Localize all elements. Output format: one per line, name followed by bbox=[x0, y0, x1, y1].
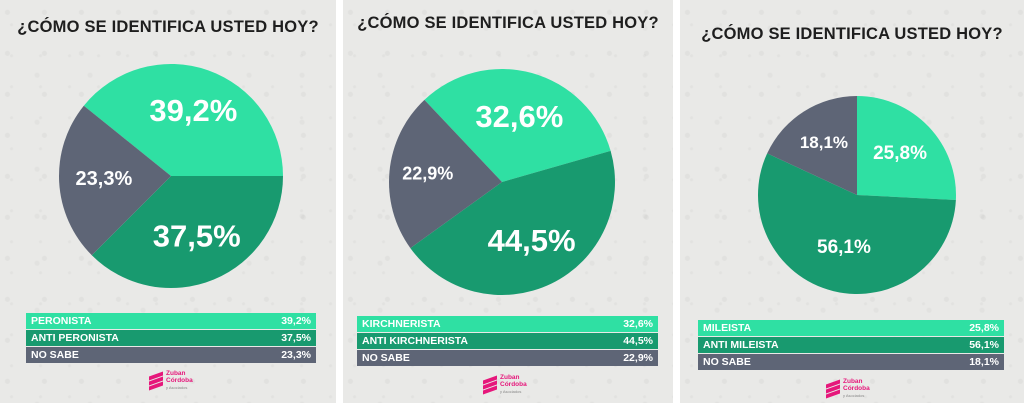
legend-value: 37,5% bbox=[281, 332, 311, 344]
pie-data-label: 37,5% bbox=[153, 218, 241, 253]
legend-label: KIRCHNERISTA bbox=[362, 318, 441, 330]
logo-icon bbox=[149, 370, 163, 391]
legend-row: ANTI PERONISTA 37,5% bbox=[26, 330, 316, 346]
pie-data-label: 56,1% bbox=[817, 237, 871, 258]
pie-slice-anti-mileista bbox=[758, 153, 956, 295]
legend-value: 39,2% bbox=[281, 315, 311, 327]
legend-label: ANTI MILEISTA bbox=[703, 339, 779, 351]
legend-value: 23,3% bbox=[281, 349, 311, 361]
pie-slice-peronista bbox=[83, 64, 283, 176]
legend-row: ANTI MILEISTA 56,1% bbox=[698, 337, 1004, 353]
pie-data-label: 44,5% bbox=[488, 223, 576, 258]
pie-data-label: 18,1% bbox=[800, 133, 848, 152]
pie-slice-anti-kirchnerista bbox=[410, 150, 615, 295]
pie-slice-mileista bbox=[857, 96, 956, 200]
legend-label: NO SABE bbox=[362, 352, 410, 364]
legend-label: PERONISTA bbox=[31, 315, 92, 327]
legend-value: 25,8% bbox=[969, 322, 999, 334]
legend-row: NO SABE 23,3% bbox=[26, 347, 316, 363]
chart-title: ¿CÓMO SE IDENTIFICA USTED HOY? bbox=[701, 25, 1003, 43]
legend-label: MILEISTA bbox=[703, 322, 752, 334]
pie-chart: 39,2% 37,5% 23,3% bbox=[58, 64, 283, 288]
pie-slice-no-sabe bbox=[58, 105, 171, 256]
chart-panel-mileismo: ¿CÓMO SE IDENTIFICA USTED HOY? 25,8% 56,1… bbox=[680, 0, 1024, 403]
legend-row: NO SABE 22,9% bbox=[357, 350, 658, 366]
pie-data-label: 23,3% bbox=[76, 168, 133, 190]
legend-value: 18,1% bbox=[969, 356, 999, 368]
pie-data-label: 32,6% bbox=[475, 99, 563, 134]
pie-chart: 25,8% 56,1% 18,1% bbox=[758, 96, 956, 295]
chart-title: ¿CÓMO SE IDENTIFICA USTED HOY? bbox=[357, 14, 659, 32]
logo-text: Zuban Córdoba y Asociados bbox=[500, 374, 527, 394]
legend-value: 56,1% bbox=[969, 339, 999, 351]
legend: MILEISTA 25,8% ANTI MILEISTA 56,1% NO SA… bbox=[698, 320, 1004, 371]
pie-slice-no-sabe bbox=[767, 96, 857, 195]
legend-row: ANTI KIRCHNERISTA 44,5% bbox=[357, 333, 658, 349]
logo-icon bbox=[483, 374, 497, 395]
pie-slice-anti-peronista bbox=[91, 176, 283, 288]
chart-panel-peronismo: ¿CÓMO SE IDENTIFICA USTED HOY? 39,2% 37,5… bbox=[0, 0, 336, 403]
pie-chart: 32,6% 44,5% 22,9% bbox=[389, 68, 615, 295]
chart-title: ¿CÓMO SE IDENTIFICA USTED HOY? bbox=[17, 18, 319, 36]
zuban-cordoba-logo: Zuban Córdoba y Asociados bbox=[149, 370, 193, 391]
legend: KIRCHNERISTA 32,6% ANTI KIRCHNERISTA 44,… bbox=[357, 316, 658, 367]
legend-value: 22,9% bbox=[623, 352, 653, 364]
pie-data-label: 22,9% bbox=[402, 164, 453, 184]
logo-text: Zuban Córdoba y Asociados bbox=[166, 370, 193, 390]
legend-value: 32,6% bbox=[623, 318, 653, 330]
legend-label: NO SABE bbox=[31, 349, 79, 361]
pie-data-label: 25,8% bbox=[873, 143, 927, 164]
legend-value: 44,5% bbox=[623, 335, 653, 347]
pie-data-label: 39,2% bbox=[149, 93, 237, 128]
chart-panel-kirchnerismo: ¿CÓMO SE IDENTIFICA USTED HOY? 32,6% 44,5… bbox=[343, 0, 673, 403]
legend-label: NO SABE bbox=[703, 356, 751, 368]
legend-label: ANTI KIRCHNERISTA bbox=[362, 335, 468, 347]
logo-text: Zuban Córdoba y Asociados bbox=[843, 378, 870, 398]
legend-row: KIRCHNERISTA 32,6% bbox=[357, 316, 658, 332]
pie-slice-kirchnerista bbox=[424, 68, 611, 182]
zuban-cordoba-logo: Zuban Córdoba y Asociados bbox=[483, 374, 527, 395]
legend-row: MILEISTA 25,8% bbox=[698, 320, 1004, 336]
legend: PERONISTA 39,2% ANTI PERONISTA 37,5% NO … bbox=[26, 313, 316, 364]
pie-slice-no-sabe bbox=[389, 99, 502, 249]
logo-icon bbox=[826, 378, 840, 399]
zuban-cordoba-logo: Zuban Córdoba y Asociados bbox=[826, 378, 870, 399]
legend-row: PERONISTA 39,2% bbox=[26, 313, 316, 329]
legend-row: NO SABE 18,1% bbox=[698, 354, 1004, 370]
legend-label: ANTI PERONISTA bbox=[31, 332, 119, 344]
